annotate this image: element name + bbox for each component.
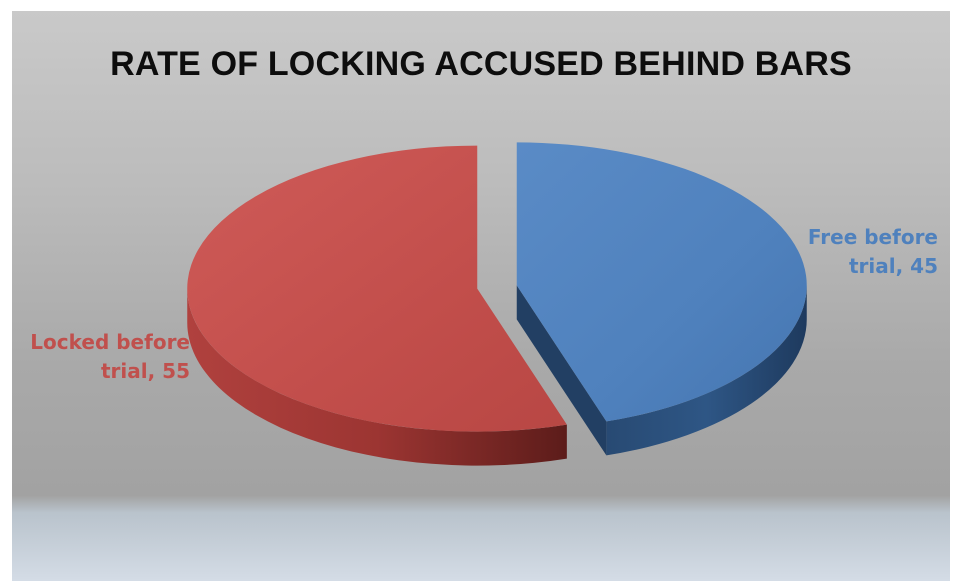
slice-label-locked-line1: Locked before [30, 330, 190, 354]
pie-slice-locked [187, 145, 567, 466]
slice-label-free-line1: Free before [807, 225, 938, 249]
pie-slice-free-side [606, 285, 807, 456]
slice-label-locked: Locked before trial, 55 [30, 328, 190, 386]
slice-label-free: Free before trial, 45 [778, 223, 938, 281]
pie-chart [187, 142, 807, 466]
pie-slice-free [516, 142, 807, 456]
chart-area: RATE OF LOCKING ACCUSED BEHIND BARS [12, 11, 950, 581]
pie-slice-free-cut-face [516, 285, 607, 456]
slice-label-locked-line2: trial, 55 [100, 359, 190, 383]
pie-slice-locked-side [187, 288, 567, 466]
pie-slice-locked-top [187, 145, 567, 432]
slice-label-free-line2: trial, 45 [848, 254, 938, 278]
pie-slice-free-top [516, 142, 807, 422]
chart-title: RATE OF LOCKING ACCUSED BEHIND BARS [110, 45, 852, 83]
